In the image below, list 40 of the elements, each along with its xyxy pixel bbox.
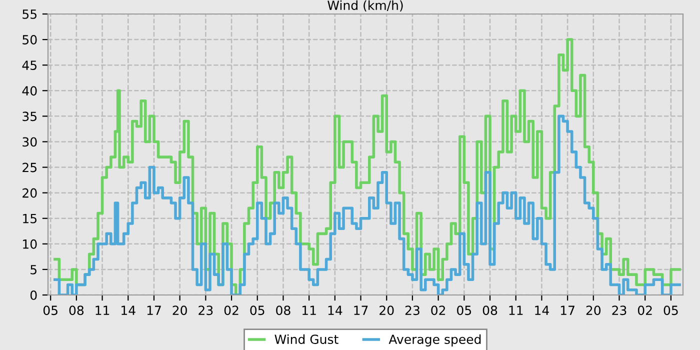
x-tick-label: 08 [69,306,84,316]
x-tick-label: 17 [147,306,161,315]
y-tick-label: 25 [22,162,36,172]
x-tick-label: 17 [560,306,574,315]
y-tick-label: 35 [22,112,36,122]
x-tick-label: 11 [302,306,316,315]
y-tick-label: 15 [23,214,36,224]
x-tick-label: 23 [198,306,213,316]
x-tick-label: 17 [354,306,368,315]
y-tick-label: 10 [23,239,37,249]
y-tick-label: 5 [30,265,36,274]
x-tick-label: 05 [664,306,678,316]
legend-label: Average speed [388,334,481,346]
x-tick-label: 20 [172,306,187,316]
x-tick-label: 08 [482,306,498,316]
x-tick-label: 02 [224,306,238,316]
y-tick-label: 50 [22,35,37,44]
x-tick-label: 11 [96,306,110,315]
y-tick-label: 40 [22,86,37,96]
x-tick-label: 23 [612,306,626,316]
x-tick-label: 02 [431,306,446,316]
chart-title: Wind (km/h) [328,0,403,12]
x-tick-label: 14 [122,306,136,315]
y-tick-label: 20 [22,188,37,198]
x-tick-label: 14 [535,306,549,315]
x-tick-label: 08 [276,306,290,316]
x-tick-label: 20 [586,306,601,316]
x-tick-label: 05 [250,306,264,316]
x-tick-label: 11 [509,306,523,315]
x-tick-label: 23 [405,306,420,316]
y-tick-label: 30 [22,137,37,147]
x-tick-label: 05 [43,306,58,316]
y-tick-label: 55 [22,10,36,19]
y-tick-label: 45 [22,60,36,70]
x-tick-label: 14 [328,306,342,315]
x-tick-label: 02 [638,306,652,316]
x-tick-label: 20 [380,306,394,316]
x-tick-label: 05 [457,306,472,316]
legend-label: Wind Gust [274,334,338,344]
y-tick-label: 0 [30,290,37,300]
